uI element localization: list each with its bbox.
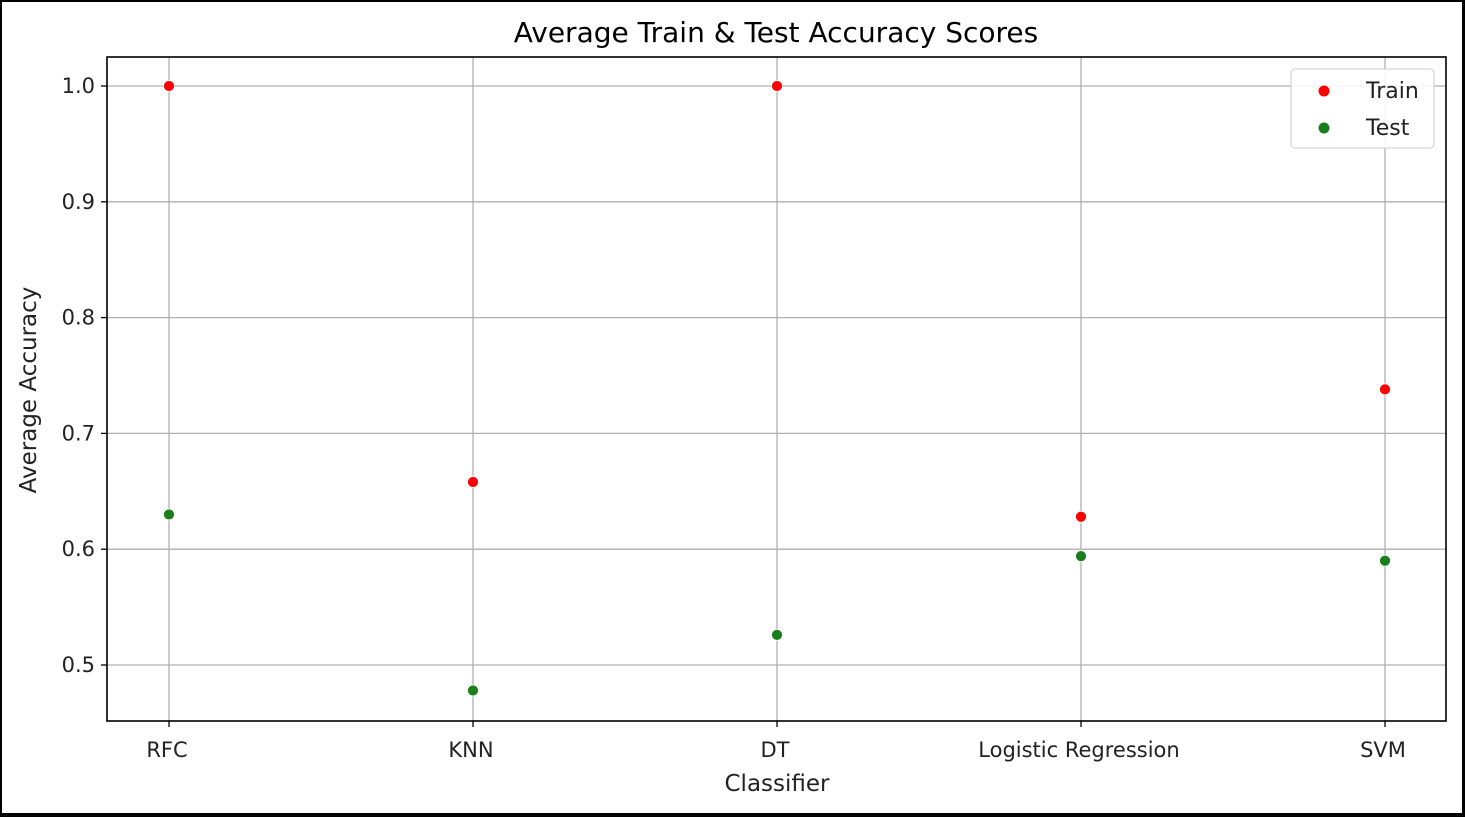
x-tick-label: KNN xyxy=(448,738,493,762)
legend-marker-train xyxy=(1318,85,1330,97)
x-tick-label: DT xyxy=(761,738,790,762)
data-point-test xyxy=(1075,550,1087,563)
data-point-train xyxy=(771,80,783,92)
x-tick-label: SVM xyxy=(1360,738,1406,762)
data-point-test xyxy=(1379,554,1391,567)
data-point-test xyxy=(771,628,783,641)
legend-label-train: Train xyxy=(1365,79,1419,104)
y-tick-label: 1.0 xyxy=(62,74,95,98)
y-axis-label: Average Accuracy xyxy=(16,287,42,494)
y-tick-label: 0.7 xyxy=(62,421,95,445)
data-point-test xyxy=(163,508,175,521)
y-tick-label: 0.8 xyxy=(62,306,95,330)
legend-marker-test xyxy=(1318,122,1330,134)
data-point-train xyxy=(1075,510,1087,523)
legend-label-test: Test xyxy=(1365,116,1410,141)
x-tick-label: RFC xyxy=(146,738,187,762)
data-point-train xyxy=(467,476,479,488)
y-tick-label: 0.9 xyxy=(62,190,95,214)
data-points xyxy=(163,80,1391,697)
grid-lines xyxy=(107,57,1446,721)
data-point-train xyxy=(1379,383,1391,396)
axis-ticks: RFC KNN DT Logistic Regression SVM 0.5 0.6 0.7 0… xyxy=(62,74,1406,762)
data-point-test xyxy=(467,684,479,697)
legend: Train Test xyxy=(1290,68,1435,149)
chart-title: Average Train & Test Accuracy Scores xyxy=(514,16,1038,49)
x-tick-label: Logistic Regression xyxy=(978,738,1179,762)
plot-area-border xyxy=(106,56,1447,722)
y-tick-label: 0.6 xyxy=(62,537,95,561)
data-point-train xyxy=(163,80,175,92)
y-tick-label: 0.5 xyxy=(62,653,95,677)
x-axis-label: Classifier xyxy=(725,771,831,797)
